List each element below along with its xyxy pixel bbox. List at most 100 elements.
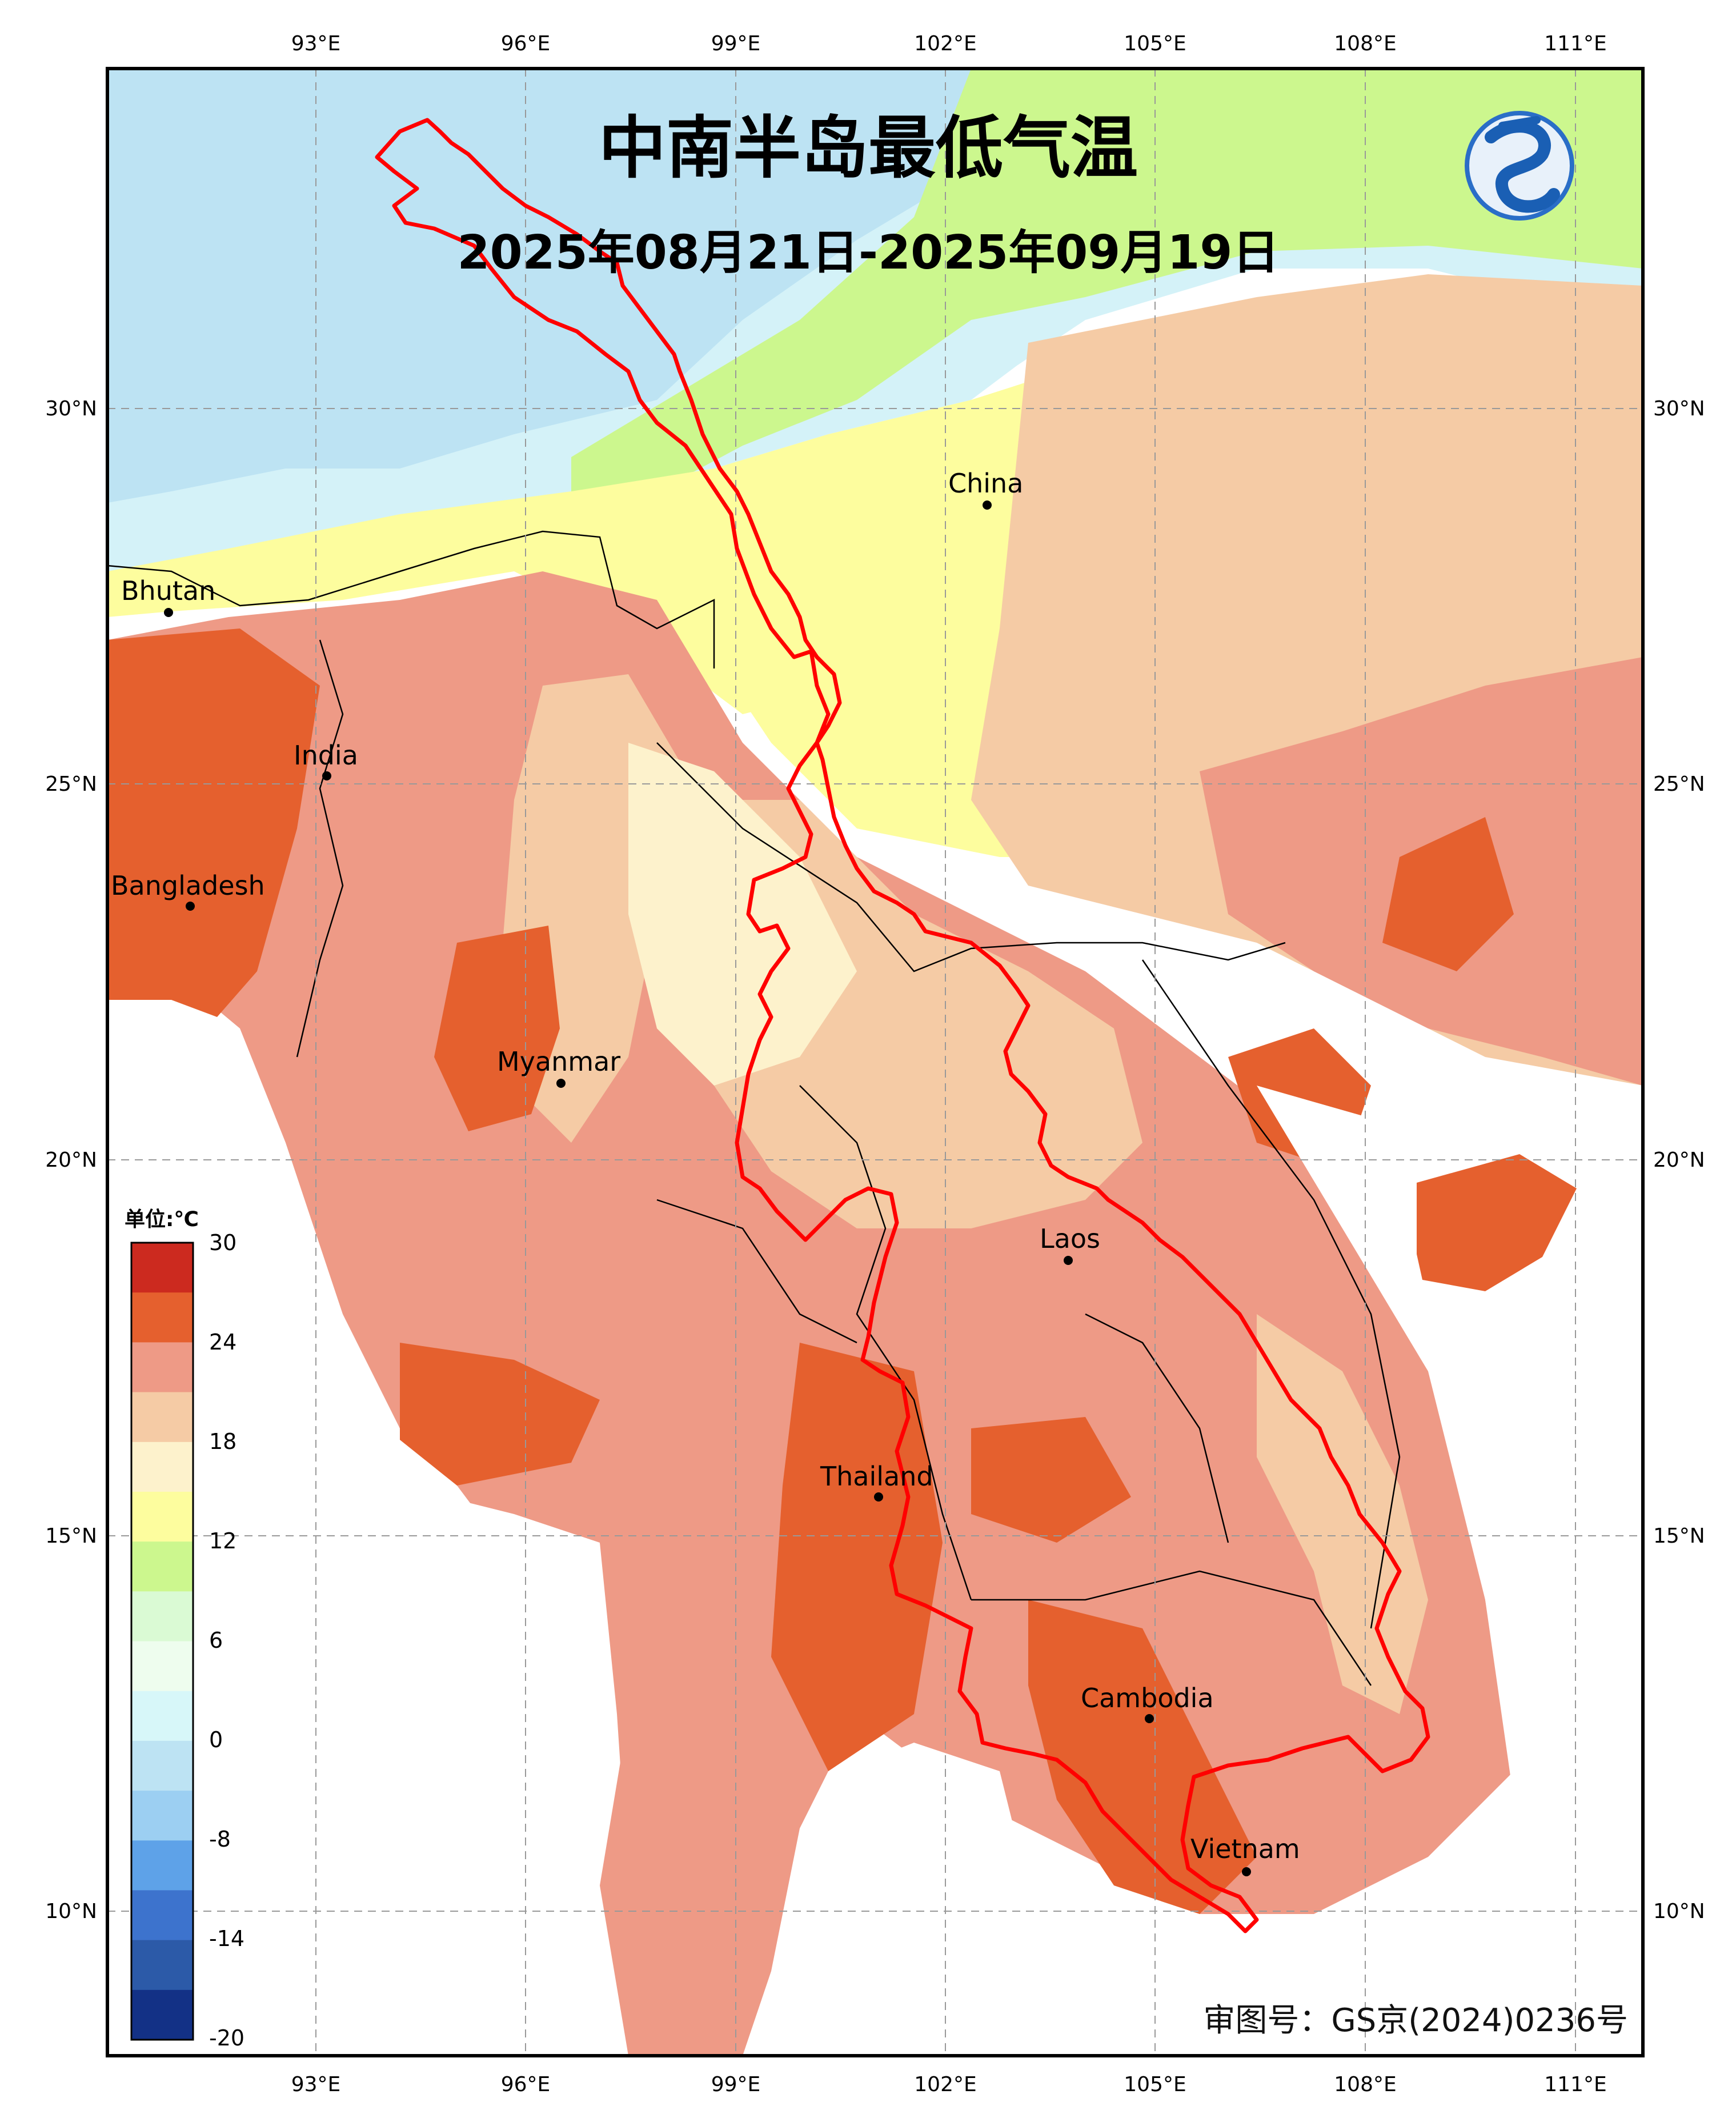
thailand-central-hot [771,1343,943,1771]
map-title: 中南半岛最低气温 [599,109,1138,187]
country-label-thailand: Thailand [820,1461,933,1492]
lat-tick-label: 10°N [45,1900,97,1923]
top-longitude-labels: 93°E 96°E 99°E 102°E 105°E 108°E 111°E [291,32,1607,55]
capital-dot [322,771,331,780]
country-label-bhutan: Bhutan [121,575,215,606]
plateau-cool-green-region [571,69,1643,503]
lat-tick-label: 30°N [45,397,97,421]
country-borders [107,530,1401,1686]
country-label-laos: Laos [1040,1223,1100,1254]
legend-swatch [131,1989,193,2040]
graticule [107,69,1643,2056]
lon-tick-label: 99°E [711,2073,761,2096]
bangladesh-delta [107,1000,217,1057]
guangxi-hot [1382,817,1514,971]
legend-swatch [131,1542,193,1592]
lon-tick-label: 99°E [711,32,761,55]
legend-frame [130,1242,194,2041]
legend-swatch [131,1791,193,1841]
lon-tick-label: 93°E [291,32,341,55]
legend-swatch [131,1691,193,1741]
lat-tick-label: 15°N [45,1524,97,1548]
lon-tick-label: 111°E [1544,32,1606,55]
legend-swatch [131,1940,193,1991]
south-edge-plateau-yellow [107,320,1257,714]
south-china-sea [1257,1086,1643,2056]
capital-dot [186,902,195,911]
legend-label: 30 [209,1230,236,1255]
myanmar-coast-hot [400,1343,600,1486]
lon-tick-label: 102°E [914,32,976,55]
capital-dot [1242,1867,1251,1876]
legend-swatch [131,1342,193,1393]
legend-label: 6 [209,1628,223,1653]
legend-unit: 单位:℃ [125,1208,199,1231]
temperature-field [107,69,1643,2056]
left-latitude-labels: 30°N 25°N 20°N 15°N 10°N [45,397,97,1923]
lon-tick-label: 96°E [501,32,551,55]
country-label-india: India [294,740,358,771]
capital-dot [1145,1714,1154,1723]
legend-label: 24 [209,1330,236,1355]
capital-dot [556,1079,566,1088]
lat-tick-label: 25°N [1653,772,1705,796]
northern-laos-cool [628,743,857,1086]
country-label-myanmar: Myanmar [497,1046,620,1077]
lon-tick-label: 108°E [1334,32,1396,55]
legend-label: 18 [209,1429,236,1454]
legend-swatch [131,1840,193,1891]
capital-dot [1064,1256,1073,1265]
gulf-of-thailand [811,1743,1028,2056]
lat-tick-label: 25°N [45,772,97,796]
lat-tick-label: 20°N [1653,1148,1705,1172]
legend-label: -8 [209,1827,231,1852]
hainan-hot [1411,1154,1577,1291]
cambodia-mekong-hot [1028,1600,1257,1914]
lon-tick-label: 93°E [291,2073,341,2096]
legend-label: -20 [209,2025,244,2051]
legend-label: 12 [209,1528,236,1554]
bottom-longitude-labels: 93°E 96°E 99°E 102°E 105°E 108°E 111°E [291,2073,1607,2096]
legend-label: 0 [209,1727,223,1752]
right-latitude-labels: 30°N 25°N 20°N 15°N 10°N [1653,397,1705,1923]
annamite-cool [1257,1314,1428,1714]
legend-swatch [131,1442,193,1492]
country-label-cambodia: Cambodia [1081,1683,1214,1713]
approval-number: 审图号：GS京(2024)0236号 [1203,2002,1628,2039]
lon-tick-label: 105°E [1124,32,1186,55]
capital-dot [164,608,173,617]
legend-swatch [131,1740,193,1791]
mekong-basin-outline [375,118,1430,1933]
meteorological-agency-logo-icon [1465,111,1574,221]
legend-swatches [131,1243,193,2040]
lon-tick-label: 96°E [501,2073,551,2096]
legend-swatch [131,1292,193,1343]
legend-swatch [131,1641,193,1692]
korat-hot [971,1417,1131,1543]
country-label-bangladesh: Bangladesh [111,870,265,901]
lat-tick-label: 15°N [1653,1524,1705,1548]
lat-tick-label: 10°N [1653,1900,1705,1923]
lon-tick-label: 102°E [914,2073,976,2096]
country-labels: Bhutan India Bangladesh Myanmar China La… [111,468,1300,1876]
bengal-hot-region [107,628,320,1017]
lon-tick-label: 108°E [1334,2073,1396,2096]
legend-label: -14 [209,1926,244,1951]
legend-swatch [131,1491,193,1542]
plateau-very-cold-region [107,69,971,503]
myanmar-hot-core [434,926,560,1131]
legend-swatch [131,1392,193,1443]
capital-dot [983,501,992,510]
country-label-china: China [948,468,1023,499]
map-frame [106,67,1645,2057]
map-subtitle: 2025年08月21日-2025年09月19日 [458,226,1280,280]
legend-swatch [131,1591,193,1641]
lon-tick-label: 105°E [1124,2073,1186,2096]
legend-swatch [131,1243,193,1293]
color-legend: 单位:℃ 30 24 18 12 6 0 -8 -14 -20 [125,1208,244,2051]
legend-swatch [131,1890,193,1941]
lat-tick-label: 30°N [1653,397,1705,421]
capital-dot [874,1492,883,1502]
country-label-vietnam: Vietnam [1190,1833,1300,1864]
